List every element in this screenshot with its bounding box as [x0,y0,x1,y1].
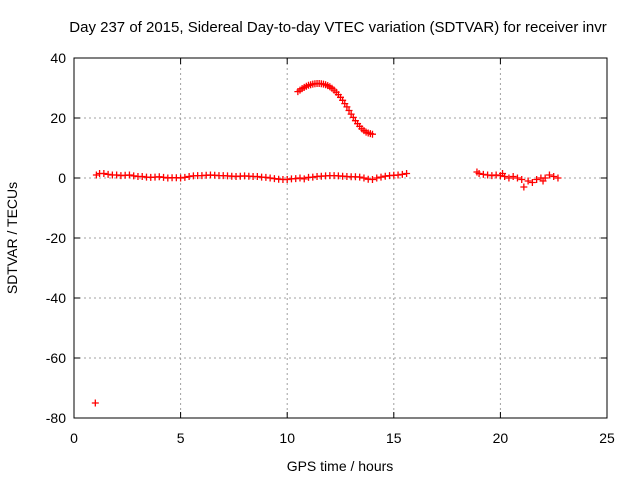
y-tick-label: -80 [46,410,66,426]
x-axis-label: GPS time / hours [287,458,394,474]
data-point [368,176,376,183]
x-tick-label: 0 [70,430,78,446]
chart-title: Day 237 of 2015, Sidereal Day-to-day VTE… [69,19,606,36]
data-point [554,174,562,182]
data-point [100,170,108,177]
data-point [181,173,189,181]
data-point [541,174,549,182]
y-tick-label: -60 [46,350,66,366]
data-point [403,170,411,177]
axis-ticks: 0 5 10 15 20 25 -80 -60 -40 -20 0 20 40 [46,50,615,446]
data-point [513,174,521,182]
data-point [296,174,304,182]
data-point [345,107,353,114]
data-point [518,176,526,183]
data-points [91,80,562,407]
data-point [300,175,308,183]
y-tick-label: 40 [50,50,66,66]
data-point [505,174,513,182]
data-point [356,173,364,181]
data-point [91,399,99,407]
data-point [475,170,483,177]
data-point [343,103,351,111]
x-tick-label: 25 [599,430,615,446]
grid [74,58,607,418]
y-tick-label: -40 [46,290,66,306]
data-point [377,173,385,181]
y-tick-label: 0 [58,170,66,186]
data-point [520,183,528,191]
plot-frame [73,57,608,419]
data-point [125,171,133,179]
y-axis-label: SDTVAR / TECUs [4,182,20,294]
data-point [528,179,536,186]
x-tick-label: 10 [279,430,295,446]
data-point [368,130,376,138]
y-tick-label: 20 [50,110,66,126]
x-tick-label: 15 [386,430,402,446]
data-point [501,173,509,180]
data-point [398,170,406,178]
x-tick-label: 20 [493,430,509,446]
data-point [92,171,100,179]
x-tick-label: 5 [177,430,185,446]
data-point [360,174,368,182]
data-point [550,173,558,180]
data-point [373,174,381,182]
data-point [524,177,532,185]
data-point [509,173,517,180]
data-point [545,171,553,179]
y-tick-label: -20 [46,230,66,246]
data-point [533,176,541,183]
